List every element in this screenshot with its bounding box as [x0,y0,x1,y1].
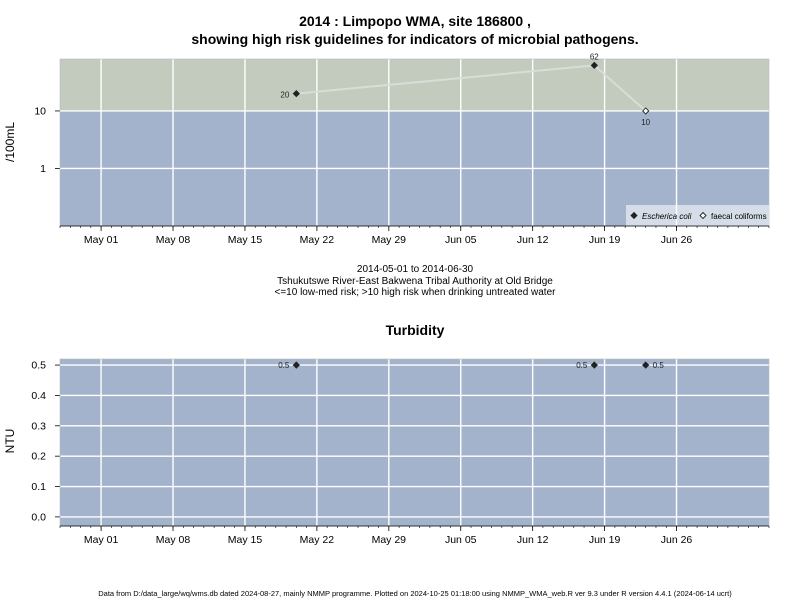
y-tick-label: 0.2 [31,451,46,463]
legend-marker-faecal-coliforms [699,211,707,220]
legend-marker-e-coli [630,211,638,220]
data-point-turbidity [642,361,650,369]
site-caption: Tshukutswe River-East Bakwena Tribal Aut… [277,276,553,287]
data-label: 62 [590,52,599,61]
x-tick-label: May 01 [84,534,119,546]
legend-box [626,205,769,226]
data-point-turbidity [292,361,300,369]
y-tick-label: 0.0 [31,511,46,523]
x-tick-label: May 08 [156,234,191,246]
data-point-faecal-coliforms [642,107,650,115]
data-point-e-coli [292,89,300,98]
x-tick-label: May 01 [84,234,119,246]
x-tick-label: May 22 [300,234,335,246]
x-tick-label: May 15 [228,234,263,246]
chart-title-line2: showing high risk guidelines for indicat… [191,31,639,47]
y-tick-label: 0.1 [31,481,46,493]
x-tick-label: Jun 05 [445,234,477,246]
microbial-chart: 1 10 20 62 10 Escherica coli faecal coliforms M… [34,52,770,246]
y-tick-label: 10 [34,105,46,117]
y-tick-label: 1 [40,163,46,175]
data-label: 0.5 [278,361,290,370]
high-risk-band [60,59,769,111]
y-tick-label: 0.5 [31,360,46,372]
plot-background [60,359,769,526]
data-label: 0.5 [576,361,588,370]
chart-title-line1: 2014 : Limpopo WMA, site 186800 , [299,13,531,29]
y-tick-label: 0.4 [31,390,46,402]
data-label: 0.5 [653,361,665,370]
legend-label-e-coli: Escherica coli [642,212,692,221]
risk-caption: <=10 low-med risk; >10 high risk when dr… [274,287,556,298]
footer-note: Data from D:/data_large/wq/wms.db dated … [98,589,732,598]
x-tick-label: May 29 [372,534,407,546]
x-tick-label: Jun 26 [661,234,693,246]
x-tick-label: May 29 [372,234,407,246]
data-point-e-coli [590,61,598,70]
x-tick-label: Jun 26 [661,534,693,546]
y-tick-label: 0.3 [31,420,46,432]
turbidity-title: Turbidity [385,322,445,338]
x-tick-label: Jun 12 [517,234,549,246]
legend-label-faecal-coliforms: faecal coliforms [711,212,767,221]
data-label: 20 [280,91,289,100]
turbidity-chart: 0.0 0.1 0.2 0.3 0.4 0.5 0.5 0.5 0.5 May 01 May 08 M… [31,358,770,546]
x-tick-label: May 22 [300,534,335,546]
x-tick-label: Jun 19 [589,534,621,546]
x-tick-label: Jun 05 [445,534,477,546]
x-tick-label: May 15 [228,534,263,546]
x-tick-label: May 08 [156,534,191,546]
date-range-caption: 2014-05-01 to 2014-06-30 [356,264,474,275]
x-tick-label: Jun 19 [589,234,621,246]
data-label: 10 [641,118,650,127]
x-tick-label: Jun 12 [517,534,549,546]
data-point-turbidity [590,361,598,369]
